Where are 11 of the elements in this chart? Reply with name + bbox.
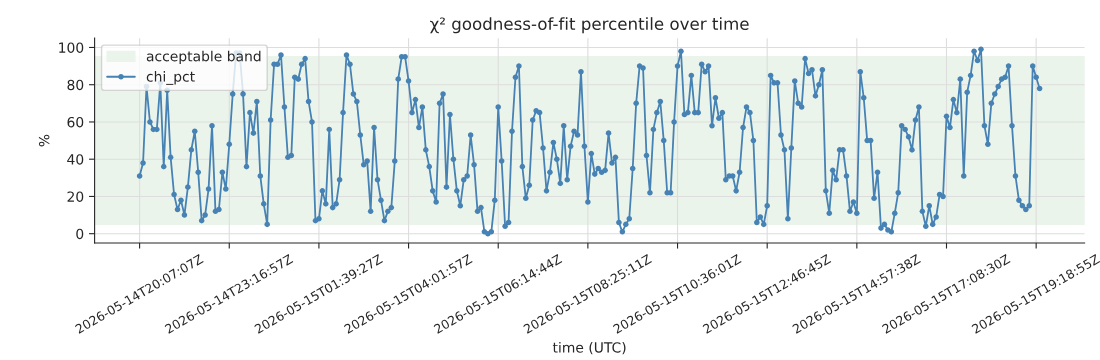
- y-tick-label: 0: [76, 228, 84, 240]
- band-label: acceptable band: [146, 50, 261, 65]
- x-axis-title: time (UTC): [552, 341, 626, 355]
- y-tick-label: 60: [67, 116, 84, 128]
- y-tick-label: 40: [67, 154, 84, 165]
- y-axis-title: %: [38, 134, 50, 147]
- y-tick-label: 80: [67, 79, 84, 91]
- y-tick-label: 100: [59, 42, 84, 53]
- legend-label: chi_pct: [146, 71, 195, 85]
- chart-title: χ² goodness-of-fit percentile over time: [430, 17, 749, 34]
- y-tick-label: 20: [67, 191, 84, 202]
